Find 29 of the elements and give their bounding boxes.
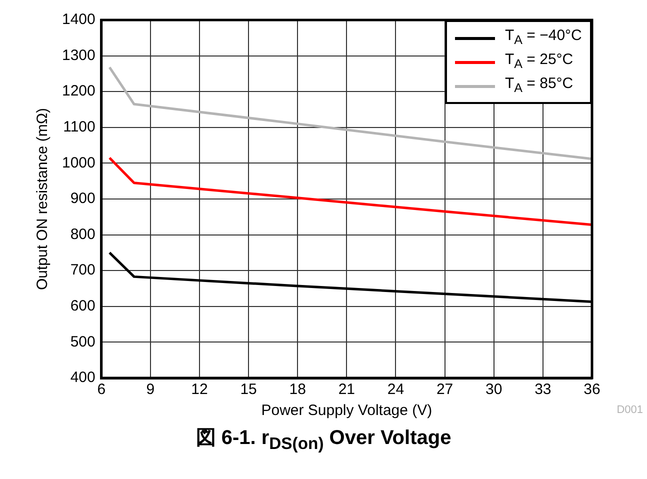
- y-tick-label: 700: [70, 262, 96, 279]
- x-tick-label: 6: [97, 381, 106, 398]
- y-tick-label: 1200: [62, 82, 96, 100]
- y-tick-label: 1300: [62, 46, 96, 64]
- y-tick-label: 600: [70, 298, 96, 315]
- y-tick-label: 500: [70, 333, 96, 350]
- x-tick-label: 24: [387, 381, 404, 398]
- y-tick-label: 1100: [63, 118, 96, 136]
- x-tick-label: 27: [436, 381, 454, 398]
- y-tick-label: 800: [70, 226, 96, 243]
- x-tick-label: 15: [240, 381, 257, 398]
- y-tick-label: 400: [70, 369, 96, 386]
- y-tick-label: 900: [70, 190, 96, 208]
- legend-label: T$_{A}$ = 85°C: [505, 74, 574, 97]
- y-tick-label: 1400: [62, 11, 96, 28]
- text: D001: [616, 404, 643, 416]
- x-tick-label: 9: [146, 381, 155, 398]
- x-tick-label: 33: [534, 381, 552, 398]
- y-axis-title: Output ON resistance (mΩ): [34, 108, 52, 290]
- legend-label: T$_{A}$ = 25°C: [505, 50, 574, 73]
- x-axis-title: Power Supply Voltage (V): [261, 402, 432, 420]
- x-tick-label: 12: [191, 381, 208, 398]
- y-tick-label: 1000: [62, 154, 96, 172]
- x-tick-label: 30: [486, 381, 502, 398]
- x-tick-label: 18: [289, 381, 306, 398]
- legend-label: T$_{A}$ = −40°C: [505, 26, 582, 49]
- text: 図 6-1. r$_{DS(on)}$ Over Voltage: [194, 426, 452, 454]
- x-tick-label: 36: [584, 381, 600, 398]
- x-tick-label: 21: [338, 381, 356, 398]
